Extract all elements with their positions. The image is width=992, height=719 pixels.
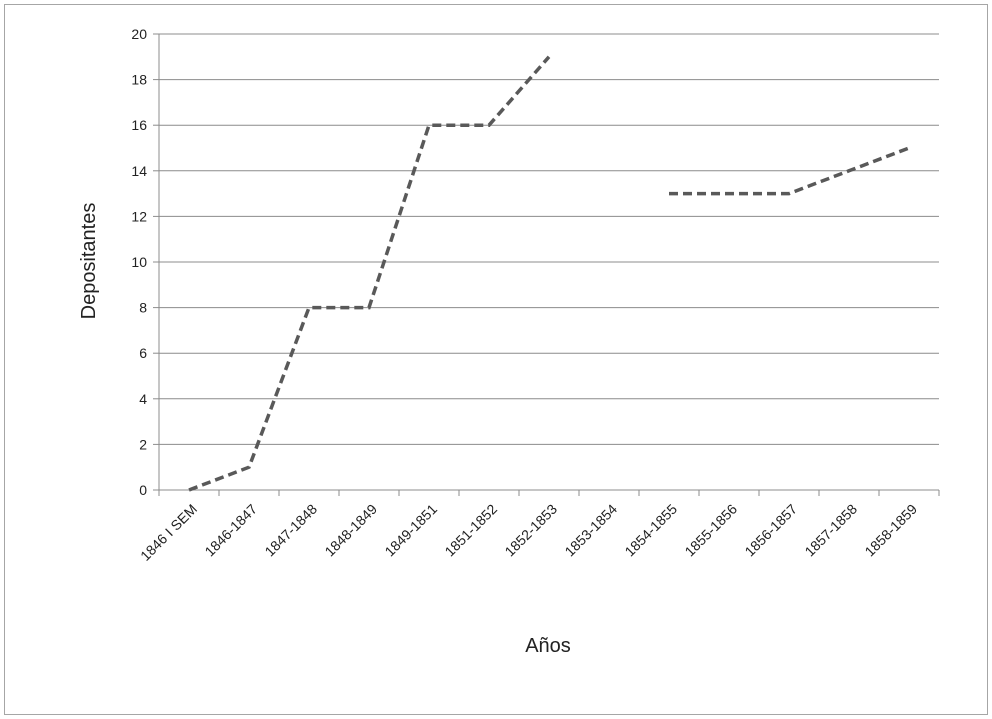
data-point: [787, 192, 791, 196]
x-tick-label: 1851-1852: [441, 501, 500, 560]
data-point: [487, 123, 491, 127]
y-tick-label: 4: [139, 391, 147, 407]
data-point: [187, 488, 191, 492]
x-tick-label: 1853-1854: [561, 501, 620, 560]
y-tick-label: 12: [131, 208, 147, 224]
x-tick-label: 1848-1849: [321, 501, 380, 560]
data-point: [367, 306, 371, 310]
data-point: [547, 55, 551, 59]
data-point: [427, 123, 431, 127]
series-line-segment-2: [669, 146, 910, 196]
y-tick-label: 10: [131, 254, 147, 270]
y-tick-label: 20: [131, 26, 147, 42]
chart-frame: [4, 4, 988, 715]
x-tick-label: 1858-1859: [861, 501, 920, 560]
x-tick-label: 1856-1857: [741, 501, 800, 560]
x-tick-label: 1857-1858: [801, 501, 860, 560]
data-point: [727, 192, 731, 196]
y-tick-labels: 0 2 4 6 8 10 12 14 16 18 20: [131, 26, 147, 498]
data-point: [667, 192, 671, 196]
series-line-segment-1: [188, 55, 551, 492]
x-tick-label: 1855-1856: [681, 501, 740, 560]
y-tick-label: 14: [131, 163, 147, 179]
x-tick-labels: 1846 I SEM 1846-1847 1847-1848 1848-1849 184…: [137, 501, 920, 564]
y-tick-label: 6: [139, 345, 147, 361]
y-tick-label: 0: [139, 482, 147, 498]
data-point: [907, 146, 911, 150]
gridlines: [159, 33, 939, 445]
data-point: [247, 465, 251, 469]
x-tick-label: 1854-1855: [621, 501, 680, 560]
x-tick-label: 1847-1848: [261, 501, 320, 560]
x-axis-title: Años: [525, 635, 571, 657]
x-tick-label: 1846-1847: [201, 501, 260, 560]
x-tick-label: 1852-1853: [501, 501, 560, 560]
x-tick-label: 1846 I SEM: [137, 501, 200, 564]
axes: [153, 33, 940, 496]
y-tick-label: 16: [131, 117, 147, 133]
y-axis-title: Depositantes: [78, 203, 100, 320]
x-tick-label: 1849-1851: [381, 501, 440, 560]
y-tick-label: 2: [139, 436, 147, 452]
data-point: [847, 169, 851, 173]
series-lines: [187, 55, 911, 492]
data-point: [307, 306, 311, 310]
y-tick-label: 8: [139, 300, 147, 316]
y-tick-label: 18: [131, 72, 147, 88]
